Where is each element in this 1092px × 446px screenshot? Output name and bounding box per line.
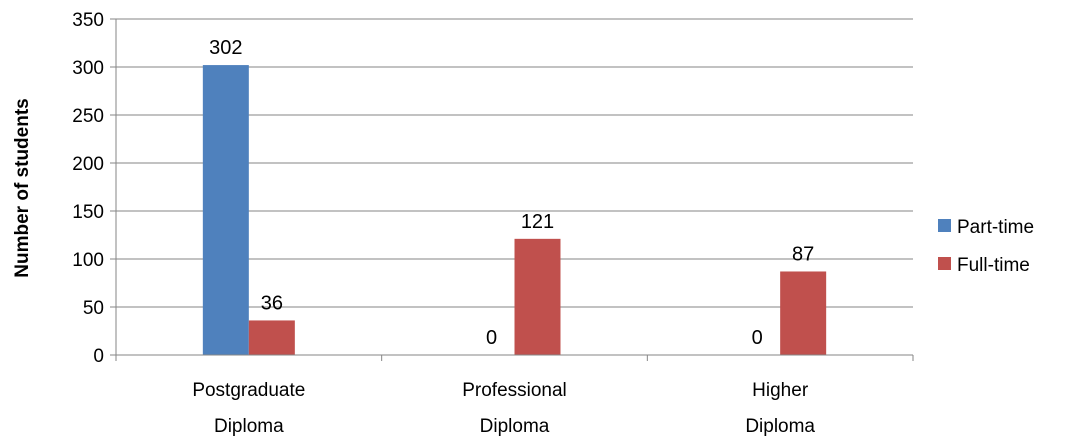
y-tick-label: 0 — [93, 346, 104, 367]
labels: 0 50 100 150 200 250 300 350 302 36 Postgraduate Di… — [72, 10, 815, 437]
data-label: 0 — [486, 327, 497, 349]
legend: Part-time Full-time — [938, 217, 1034, 276]
y-tick-label: 300 — [72, 58, 104, 79]
bar — [202, 65, 249, 355]
data-label: 302 — [209, 37, 242, 59]
y-tick-label: 250 — [72, 106, 104, 127]
bar — [248, 320, 295, 355]
data-label: 0 — [752, 327, 763, 349]
legend-label: Part-time — [957, 217, 1034, 238]
data-label: 87 — [792, 243, 814, 265]
x-category-label: Diploma — [214, 416, 284, 437]
x-category-label: Professional — [462, 380, 567, 401]
legend-swatch — [938, 219, 951, 232]
y-tick-label: 50 — [83, 298, 104, 319]
bar — [780, 271, 827, 355]
legend-label: Full-time — [957, 255, 1030, 276]
y-tick-label: 150 — [72, 202, 104, 223]
x-category-label: Postgraduate — [192, 380, 305, 401]
y-axis-title: Number of students — [12, 98, 33, 277]
axes — [110, 18, 914, 361]
x-category-label: Diploma — [480, 416, 550, 437]
y-tick-label: 350 — [72, 10, 104, 31]
data-label: 121 — [521, 211, 554, 233]
bars — [202, 65, 827, 355]
legend-swatch — [938, 257, 951, 270]
y-tick-label: 200 — [72, 154, 104, 175]
x-category-label: Diploma — [745, 416, 815, 437]
bar — [514, 238, 561, 355]
data-label: 36 — [261, 292, 283, 314]
y-tick-label: 100 — [72, 250, 104, 271]
x-category-label: Higher — [752, 380, 809, 401]
